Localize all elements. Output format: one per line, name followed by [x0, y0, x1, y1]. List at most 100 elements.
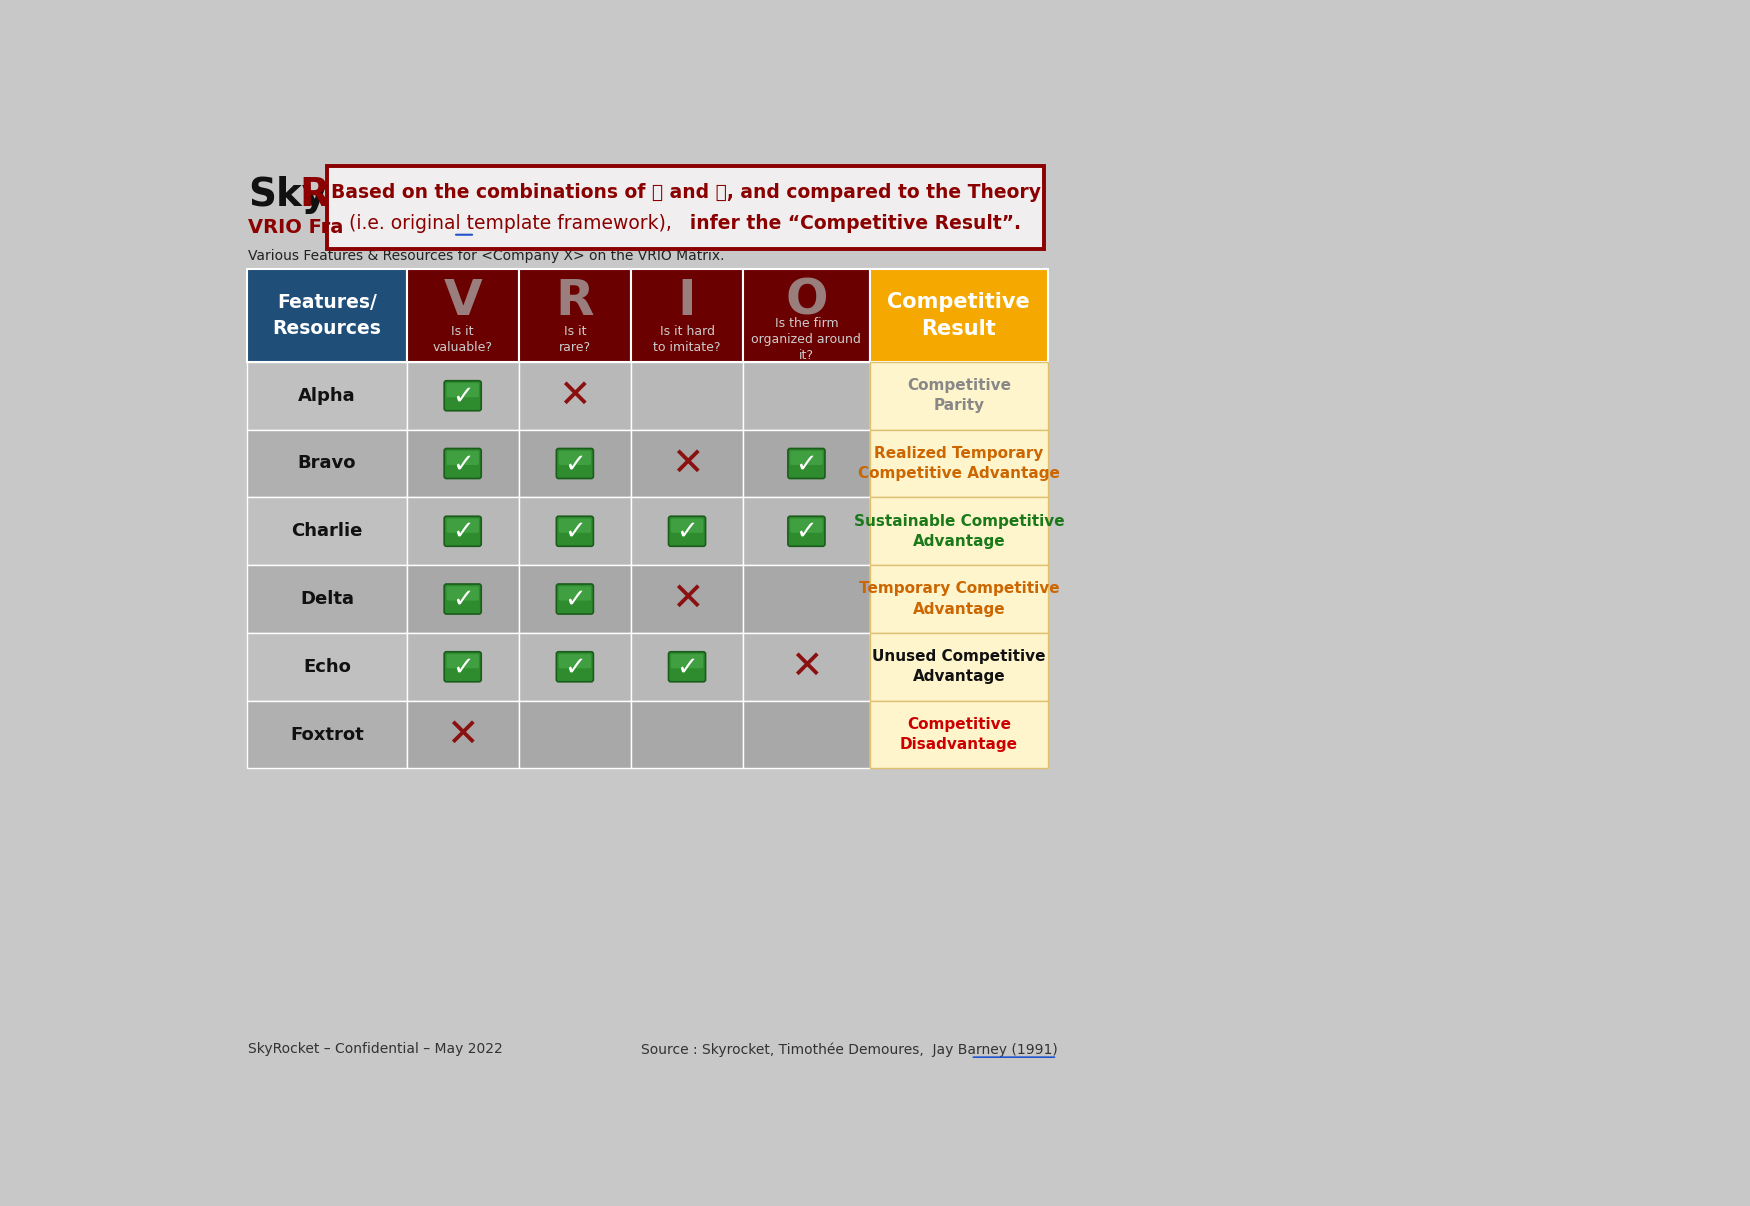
Text: ✓: ✓: [452, 384, 474, 410]
Text: ✕: ✕: [446, 715, 480, 754]
Bar: [744, 429, 870, 497]
Text: VRIO Fra: VRIO Fra: [248, 218, 343, 238]
FancyBboxPatch shape: [446, 586, 480, 601]
Text: Is the firm
organized around
it?: Is the firm organized around it?: [751, 317, 861, 362]
Bar: [744, 701, 870, 768]
Text: Based on the combinations of ✅ and ❌, and compared to the Theory: Based on the combinations of ✅ and ❌, an…: [331, 183, 1041, 203]
Text: Competitive
Disadvantage: Competitive Disadvantage: [900, 716, 1018, 753]
Text: Realized Temporary
Competitive Advantage: Realized Temporary Competitive Advantage: [858, 446, 1060, 481]
FancyBboxPatch shape: [788, 516, 824, 546]
Text: ✓: ✓: [564, 587, 586, 613]
Bar: [247, 269, 406, 362]
Bar: [518, 497, 632, 566]
FancyBboxPatch shape: [668, 651, 705, 681]
Text: Source : Skyrocket, Timothée Demoures,  Jay Barney (1991): Source : Skyrocket, Timothée Demoures, J…: [640, 1042, 1057, 1056]
Bar: [870, 633, 1048, 701]
Text: ✕: ✕: [670, 445, 704, 482]
Bar: [518, 429, 632, 497]
Text: Temporary Competitive
Advantage: Temporary Competitive Advantage: [859, 581, 1059, 616]
Text: ✓: ✓: [676, 519, 698, 545]
Bar: [327, 166, 1045, 248]
Bar: [247, 566, 406, 633]
Bar: [870, 269, 1048, 362]
FancyBboxPatch shape: [444, 381, 481, 411]
Text: Foxtrot: Foxtrot: [290, 726, 364, 744]
Bar: [247, 362, 406, 429]
FancyBboxPatch shape: [670, 519, 704, 533]
FancyBboxPatch shape: [558, 451, 592, 466]
Bar: [406, 429, 518, 497]
Bar: [744, 497, 870, 566]
Bar: [632, 497, 744, 566]
Bar: [744, 269, 870, 362]
Text: Alpha: Alpha: [298, 387, 355, 405]
FancyBboxPatch shape: [556, 584, 593, 614]
Bar: [870, 701, 1048, 768]
Bar: [518, 566, 632, 633]
Text: ✕: ✕: [558, 376, 592, 415]
Text: Sustainable Competitive
Advantage: Sustainable Competitive Advantage: [854, 514, 1064, 549]
Bar: [518, 362, 632, 429]
FancyBboxPatch shape: [791, 451, 822, 466]
Text: Unused Competitive
Advantage: Unused Competitive Advantage: [872, 649, 1046, 685]
Text: O: O: [786, 277, 828, 324]
Bar: [870, 497, 1048, 566]
Text: ✓: ✓: [564, 451, 586, 478]
Bar: [632, 362, 744, 429]
Bar: [406, 497, 518, 566]
Bar: [406, 566, 518, 633]
FancyBboxPatch shape: [788, 449, 824, 479]
Bar: [247, 497, 406, 566]
Bar: [518, 701, 632, 768]
Bar: [247, 429, 406, 497]
FancyBboxPatch shape: [558, 586, 592, 601]
Text: (i.e. original template framework),: (i.e. original template framework),: [350, 215, 686, 234]
FancyBboxPatch shape: [670, 654, 704, 668]
Text: ✓: ✓: [796, 519, 817, 545]
Bar: [744, 362, 870, 429]
Bar: [870, 566, 1048, 633]
Text: Is it
rare?: Is it rare?: [558, 326, 592, 355]
FancyBboxPatch shape: [444, 651, 481, 681]
FancyBboxPatch shape: [558, 654, 592, 668]
Text: Echo: Echo: [303, 657, 352, 675]
FancyBboxPatch shape: [444, 584, 481, 614]
Bar: [518, 269, 632, 362]
Bar: [632, 429, 744, 497]
Bar: [744, 566, 870, 633]
FancyBboxPatch shape: [444, 449, 481, 479]
Text: Delta: Delta: [299, 590, 354, 608]
Text: ✓: ✓: [564, 655, 586, 680]
Bar: [406, 362, 518, 429]
Bar: [247, 633, 406, 701]
Bar: [247, 701, 406, 768]
Bar: [406, 701, 518, 768]
Text: R: R: [555, 277, 593, 324]
Text: R: R: [299, 176, 329, 213]
Bar: [870, 362, 1048, 429]
FancyBboxPatch shape: [556, 449, 593, 479]
Text: Charlie: Charlie: [290, 522, 362, 540]
Text: Features/
Resources: Features/ Resources: [273, 293, 382, 339]
Text: ✓: ✓: [452, 451, 474, 478]
Bar: [632, 566, 744, 633]
FancyBboxPatch shape: [556, 651, 593, 681]
Bar: [632, 633, 744, 701]
Text: I: I: [677, 277, 696, 324]
Bar: [406, 633, 518, 701]
Text: ✕: ✕: [789, 648, 822, 686]
Text: Is it hard
to imitate?: Is it hard to imitate?: [653, 326, 721, 355]
Text: ✓: ✓: [452, 519, 474, 545]
FancyBboxPatch shape: [791, 519, 822, 533]
Text: ✓: ✓: [796, 451, 817, 478]
FancyBboxPatch shape: [446, 519, 480, 533]
Text: ✕: ✕: [670, 580, 704, 617]
FancyBboxPatch shape: [446, 654, 480, 668]
Text: Various Features & Resources for <Company X> on the VRIO Matrix.: Various Features & Resources for <Compan…: [248, 250, 724, 263]
FancyBboxPatch shape: [556, 516, 593, 546]
FancyBboxPatch shape: [446, 451, 480, 466]
FancyBboxPatch shape: [446, 384, 480, 397]
FancyBboxPatch shape: [444, 516, 481, 546]
Bar: [518, 633, 632, 701]
Text: ✓: ✓: [452, 655, 474, 680]
